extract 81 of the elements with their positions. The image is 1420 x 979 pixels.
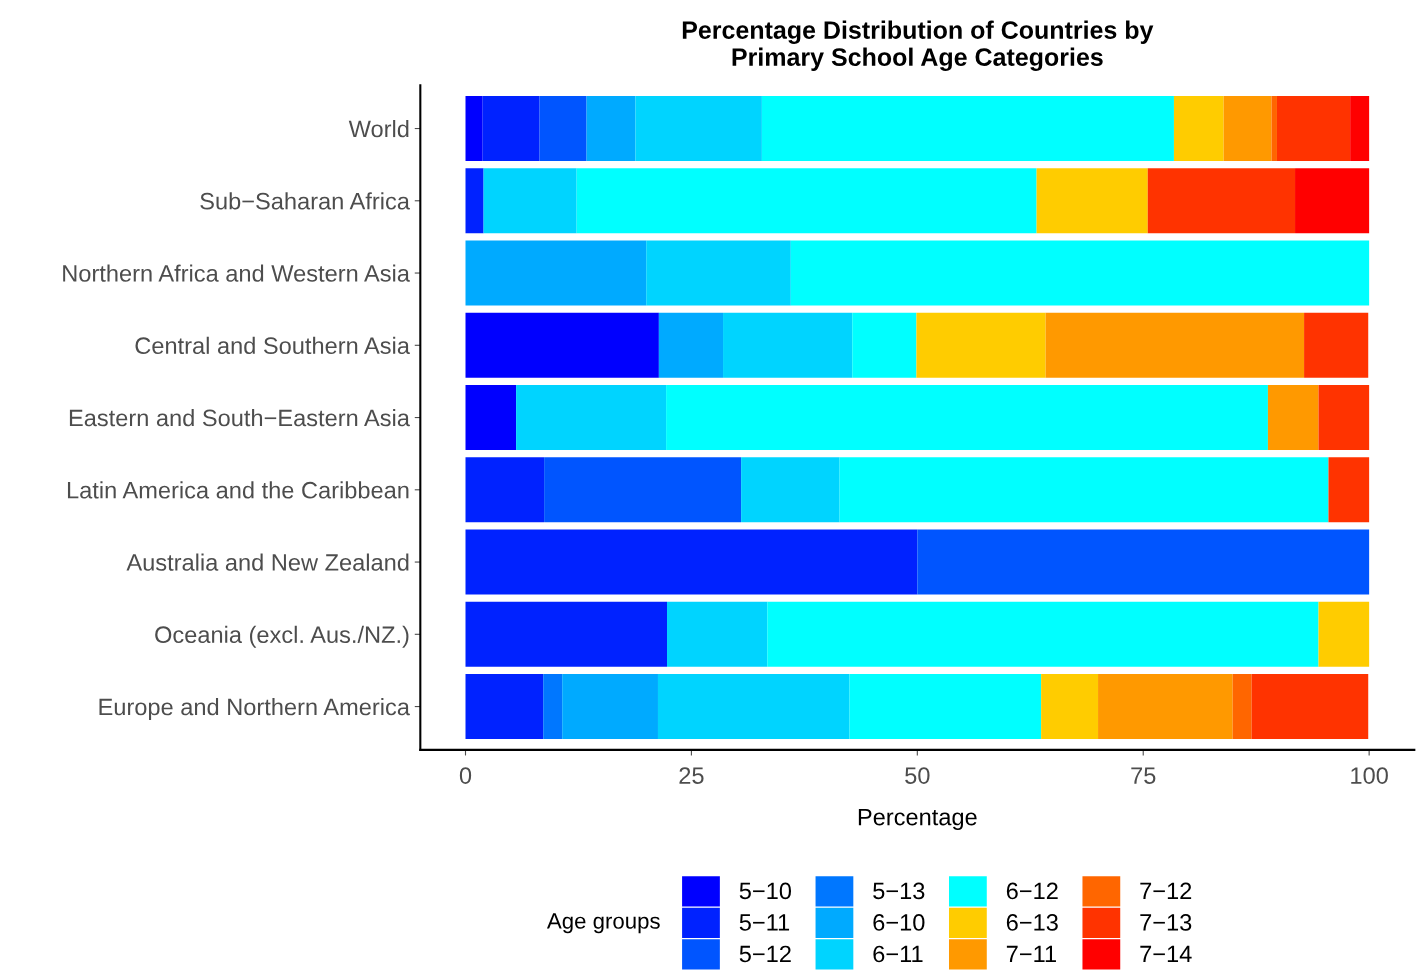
bar	[666, 385, 1268, 451]
bar	[1036, 168, 1148, 234]
bar	[917, 529, 1370, 595]
bar	[1147, 168, 1296, 234]
bar	[465, 240, 647, 306]
legend-label: 7−14	[1140, 945, 1192, 963]
legend-label: 7−13	[1140, 914, 1192, 931]
bar	[767, 601, 1319, 667]
bar	[635, 96, 762, 162]
x-axis-title: Percentage	[858, 808, 977, 831]
bar	[543, 674, 563, 740]
y-tick-label: Central and Southern Asia	[135, 336, 410, 355]
bar	[852, 312, 917, 378]
bar	[1318, 601, 1370, 667]
bar	[1318, 385, 1370, 451]
x-tick-label: 25	[679, 767, 704, 784]
bar	[483, 168, 577, 234]
bar	[1045, 312, 1305, 378]
bar	[839, 457, 1329, 523]
legend-label: 6−10	[873, 914, 925, 931]
bar	[916, 312, 1046, 378]
bar	[465, 312, 659, 378]
bar	[723, 312, 853, 378]
y-tick-label: Sub−Saharan Africa	[200, 192, 410, 210]
legend-label: 5−11	[739, 914, 790, 931]
legend-label: 7−12	[1140, 882, 1192, 900]
bar	[1276, 96, 1351, 162]
x-tick-label: 100	[1351, 767, 1388, 784]
x-tick-label: 50	[905, 767, 930, 784]
legend-label: 5−12	[739, 945, 791, 963]
bar	[516, 385, 667, 451]
bar	[465, 168, 484, 234]
bar	[1350, 96, 1370, 162]
x-tick-label: 75	[1131, 767, 1156, 784]
bar	[586, 96, 636, 162]
bar	[465, 674, 544, 740]
bar	[1328, 457, 1370, 523]
y-tick-label: Europe and Northern America	[99, 698, 410, 721]
bar	[465, 457, 545, 523]
legend-title: Age groups	[546, 913, 660, 934]
y-tick-label: Latin America and the Caribbean	[67, 481, 409, 499]
bar	[657, 674, 850, 740]
bar	[576, 168, 1037, 234]
bar	[741, 457, 840, 523]
bar	[1173, 96, 1224, 162]
bar	[482, 96, 540, 162]
bar	[544, 457, 742, 523]
bar	[1267, 385, 1319, 451]
legend-label: 5−10	[739, 882, 792, 900]
legend-label: 6−11	[873, 945, 923, 963]
legend-label: 7−11	[1006, 945, 1056, 963]
bar	[1271, 96, 1277, 162]
bar	[1251, 674, 1369, 740]
legend-label: 6−13	[1006, 914, 1058, 931]
bar	[1098, 674, 1233, 740]
y-tick-label: Australia and New Zealand	[126, 553, 409, 571]
y-tick-label: Eastern and South−Eastern Asia	[69, 408, 410, 427]
bar	[465, 601, 668, 667]
bar	[646, 240, 791, 306]
x-tick-label: 0	[459, 767, 472, 784]
bar	[539, 96, 587, 162]
bar	[761, 96, 1174, 162]
bar	[465, 96, 483, 162]
bar	[465, 529, 918, 595]
y-tick-label: World	[348, 119, 409, 138]
chart-title: Percentage Distribution of Countries by Primary School Age Categories	[682, 20, 1154, 72]
bar	[667, 601, 768, 667]
bar	[562, 674, 658, 740]
bar	[1232, 674, 1252, 740]
bar	[1304, 312, 1369, 378]
bar	[790, 240, 1370, 306]
legend-label: 5−13	[873, 882, 925, 900]
legend-label: 6−12	[1006, 882, 1058, 900]
y-tick-label: Northern Africa and Western Asia	[63, 264, 410, 282]
bar	[1295, 168, 1370, 234]
bar	[465, 385, 517, 451]
y-tick-label: Oceania (excl. Aus./NZ.)	[155, 625, 409, 648]
bar	[849, 674, 1042, 740]
bar	[1223, 96, 1272, 162]
bar	[658, 312, 724, 378]
bar	[1041, 674, 1099, 740]
